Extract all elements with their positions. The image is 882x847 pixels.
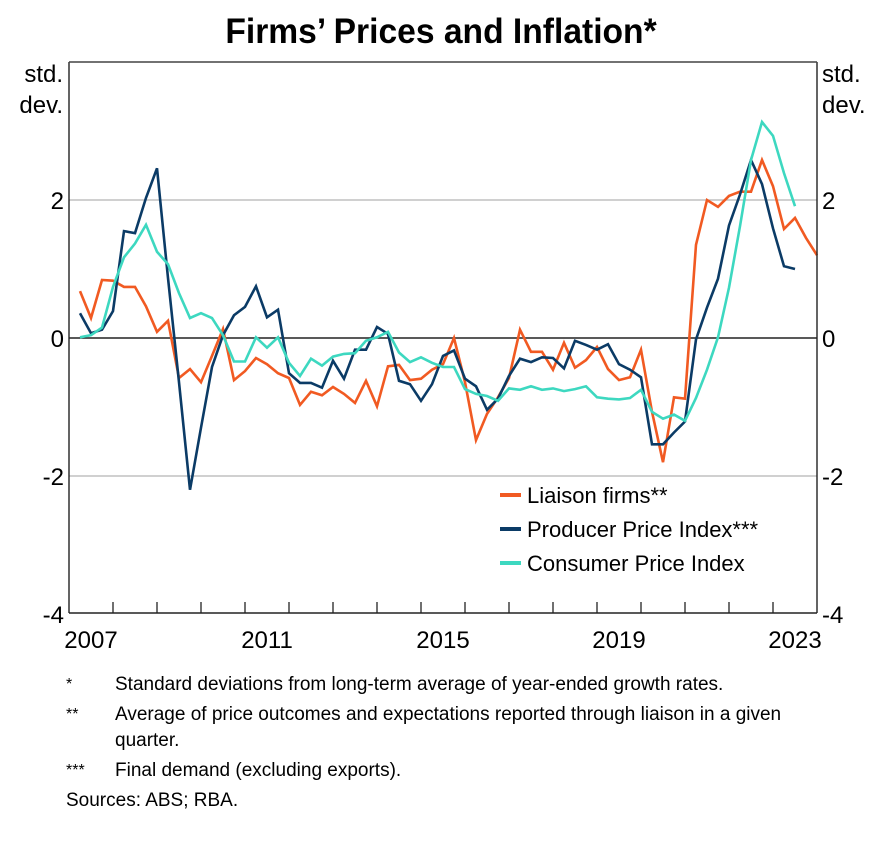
y-axis-unit-right-line2: dev. (822, 92, 866, 119)
y-tick-label-right: 2 (822, 188, 835, 215)
legend-label-cpi: Consumer Price Index (527, 551, 745, 576)
y-tick-label-right: 0 (822, 326, 835, 353)
footnotes: * Standard deviations from long-term ave… (66, 672, 866, 814)
x-tick-label: 2019 (592, 627, 645, 654)
y-axis-unit-right-line1: std. (822, 61, 861, 88)
y-tick-label-right: -2 (822, 464, 843, 491)
plot-frame (68, 61, 818, 614)
footnote-text: Average of price outcomes and expectatio… (115, 704, 782, 751)
legend-item-liaison: Liaison firms** (500, 483, 668, 508)
series-line-cpi (79, 119, 797, 423)
x-tick-label: 2011 (241, 627, 293, 654)
chart-title: Firms’ Prices and Inflation* (225, 12, 657, 51)
footnote-mark: *** (66, 762, 85, 779)
legend-label-ppi: Producer Price Index*** (527, 517, 759, 542)
footnote-mark: ** (66, 706, 79, 723)
footnote-mark: * (66, 676, 73, 693)
series-line-liaison (78, 156, 819, 463)
x-ticks: 2007 2011 2015 2019 2023 (64, 602, 822, 654)
y-tick-label-left: 0 (51, 326, 64, 353)
y-tick-label-left: -4 (43, 602, 64, 629)
footnote-2: ** Average of price outcomes and expecta… (66, 702, 866, 754)
footnote-1: * Standard deviations from long-term ave… (66, 672, 866, 698)
gridlines (69, 199, 817, 477)
legend-item-cpi: Consumer Price Index (500, 551, 745, 576)
series-lines (78, 119, 819, 491)
footnote-text: Final demand (excluding exports). (115, 760, 402, 781)
footnote-text: Standard deviations from long-term avera… (115, 674, 724, 695)
x-tick-label: 2015 (416, 627, 469, 654)
y-tick-labels: -4 -4 -2 -2 0 0 2 2 (43, 188, 844, 629)
y-tick-label-left: -2 (43, 464, 64, 491)
footnote-3: *** Final demand (excluding exports). (66, 758, 866, 784)
y-axis-unit-left-line2: dev. (19, 92, 63, 119)
x-tick-label: 2007 (64, 627, 117, 654)
legend: Liaison firms** Producer Price Index*** … (500, 483, 759, 576)
series-line-ppi (78, 156, 796, 491)
legend-item-ppi: Producer Price Index*** (500, 517, 759, 542)
x-tick-label: 2023 (768, 627, 821, 654)
chart: std. dev. std. dev. -4 -4 -2 -2 0 0 2 2 2007 201… (19, 61, 866, 654)
legend-label-liaison: Liaison firms** (527, 483, 668, 508)
y-tick-label-left: 2 (51, 188, 64, 215)
sources: Sources: ABS; RBA. (66, 790, 239, 811)
y-tick-label-right: -4 (822, 602, 843, 629)
y-axis-unit-left-line1: std. (24, 61, 63, 88)
